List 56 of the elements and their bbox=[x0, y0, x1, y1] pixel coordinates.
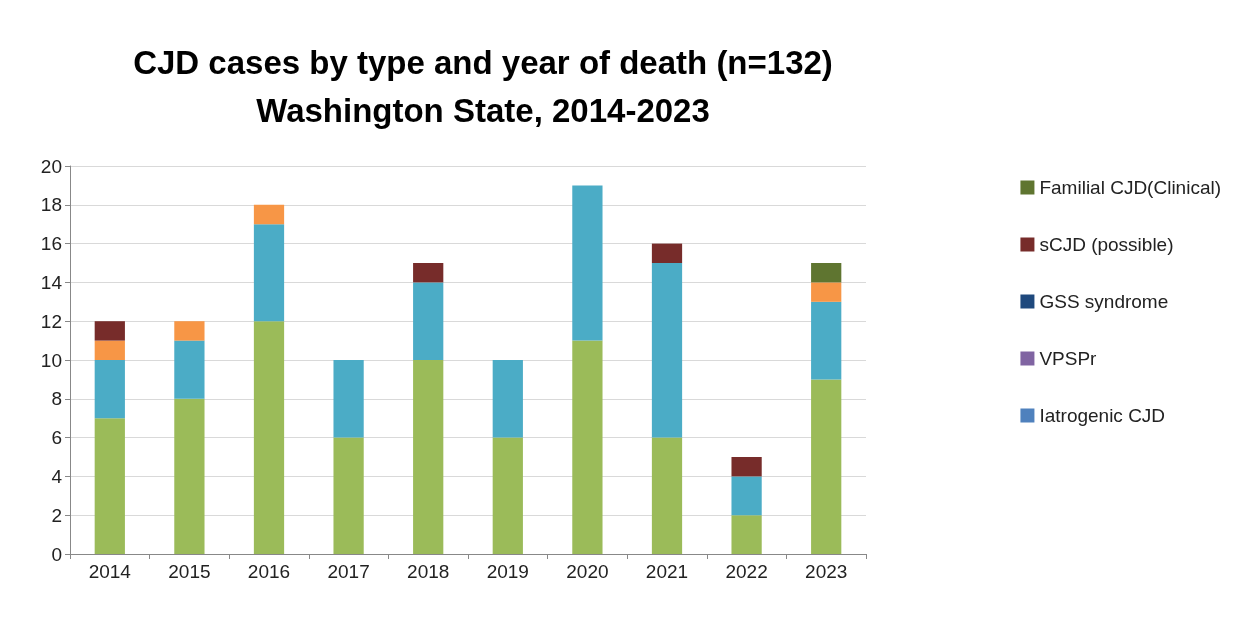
bar bbox=[253, 321, 285, 554]
x-tick-label: 2019 bbox=[486, 561, 529, 582]
bar bbox=[94, 340, 125, 360]
legend-label: VPSPr bbox=[1039, 348, 1098, 369]
x-tick-label: 2021 bbox=[645, 561, 689, 582]
bar bbox=[811, 301, 842, 380]
y-tick-label: 10 bbox=[40, 349, 62, 371]
y-tick-label: 4 bbox=[51, 465, 63, 487]
bar bbox=[413, 360, 444, 554]
bar bbox=[651, 243, 683, 263]
legend-label: GSS syndrome bbox=[1039, 291, 1169, 312]
bar bbox=[492, 360, 523, 438]
legend-label: Familial CJD(Clinical) bbox=[1039, 177, 1222, 198]
legend-label: sCJD (possible) bbox=[1039, 234, 1174, 255]
y-tick-label: 6 bbox=[51, 427, 62, 449]
x-tick-label: 2015 bbox=[168, 561, 211, 582]
bar bbox=[651, 263, 683, 438]
bar bbox=[253, 204, 285, 225]
x-tick-label: 2020 bbox=[566, 561, 609, 582]
y-tick-label: 20 bbox=[40, 155, 62, 177]
bar bbox=[731, 457, 762, 477]
legend-label: Iatrogenic CJD bbox=[1039, 405, 1166, 426]
y-tick-label: 0 bbox=[51, 543, 62, 565]
chart-title: CJD cases by type and year of death (n=132) Washington State, 2014-2023 bbox=[133, 43, 833, 129]
bar bbox=[253, 224, 285, 322]
x-tick-label: 2014 bbox=[88, 561, 132, 582]
bar bbox=[731, 515, 762, 554]
bar bbox=[174, 321, 205, 341]
bar bbox=[492, 437, 523, 554]
y-tick-label: 18 bbox=[40, 194, 62, 216]
bar bbox=[174, 398, 205, 554]
bar bbox=[94, 418, 125, 554]
bar bbox=[333, 360, 364, 438]
y-tick-label: 14 bbox=[40, 271, 63, 293]
y-tick-label: 12 bbox=[40, 310, 62, 332]
bar bbox=[174, 340, 205, 399]
bar bbox=[811, 263, 842, 283]
y-tick-label: 8 bbox=[51, 388, 62, 410]
bar bbox=[413, 263, 444, 283]
x-tick-label: 2022 bbox=[725, 561, 768, 582]
x-tick-label: 2018 bbox=[407, 561, 450, 582]
bar bbox=[333, 437, 364, 554]
x-tick-label: 2023 bbox=[805, 561, 848, 582]
bar bbox=[572, 340, 603, 554]
bar bbox=[94, 321, 125, 341]
bar bbox=[811, 379, 842, 554]
bar bbox=[572, 185, 603, 341]
bar bbox=[94, 360, 125, 419]
y-tick-label: 2 bbox=[51, 504, 62, 526]
y-tick-label: 16 bbox=[40, 233, 62, 255]
bar bbox=[811, 282, 842, 302]
bar bbox=[651, 437, 683, 554]
bar bbox=[413, 282, 444, 360]
x-tick-label: 2016 bbox=[247, 561, 291, 582]
x-tick-label: 2017 bbox=[327, 561, 370, 582]
bar bbox=[731, 476, 762, 516]
